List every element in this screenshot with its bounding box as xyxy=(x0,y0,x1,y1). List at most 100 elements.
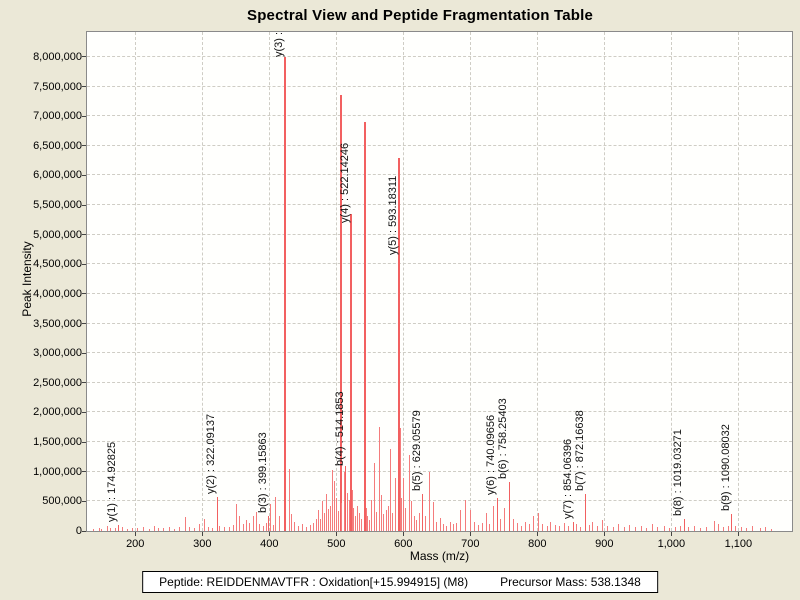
h-gridline xyxy=(87,381,792,383)
h-gridline xyxy=(87,352,792,354)
peak xyxy=(399,428,401,531)
peak xyxy=(723,527,725,531)
y-axis-tick xyxy=(82,56,86,58)
peak xyxy=(373,462,375,531)
chart-title: Spectral View and Peptide Fragmentation … xyxy=(246,7,594,24)
h-gridline xyxy=(87,115,792,117)
h-gridline xyxy=(87,263,792,265)
y-axis-tick xyxy=(82,500,86,502)
peak xyxy=(315,519,317,531)
h-gridline xyxy=(87,55,792,57)
peak xyxy=(334,481,336,531)
peak xyxy=(324,513,326,531)
y-axis-tick-label: 8,000,000 xyxy=(33,50,82,63)
peak xyxy=(740,526,742,531)
y-axis-tick xyxy=(82,382,86,384)
peak-annotation: y(4) : 522.14246 xyxy=(339,142,352,223)
y-axis-tick xyxy=(82,323,86,325)
y-axis-tick xyxy=(82,441,86,443)
peak xyxy=(371,499,373,531)
peak xyxy=(617,523,619,531)
peak xyxy=(313,522,314,531)
peak xyxy=(432,501,434,531)
peak xyxy=(705,526,707,531)
annotated-peak xyxy=(573,521,575,531)
annotated-peak xyxy=(683,519,685,531)
x-axis-tick xyxy=(737,532,739,536)
peak-annotation: b(7) : 872.16638 xyxy=(573,410,586,492)
peak xyxy=(652,524,654,531)
peak xyxy=(629,525,631,531)
annotated-peak xyxy=(508,481,510,531)
peak xyxy=(353,508,355,531)
y-axis-tick xyxy=(82,263,86,265)
peak xyxy=(489,523,491,531)
h-gridline xyxy=(87,322,792,324)
annotated-peak xyxy=(422,494,424,531)
h-gridline xyxy=(87,204,792,206)
peak-annotation: b(8) : 1019.03271 xyxy=(672,429,685,517)
peak xyxy=(275,497,277,531)
v-gridline xyxy=(403,32,405,531)
y-axis-tick-label: 0 xyxy=(75,525,82,537)
y-axis-tick xyxy=(82,174,86,176)
peak xyxy=(106,525,108,531)
peak xyxy=(693,525,695,531)
peak xyxy=(318,510,320,531)
peak xyxy=(516,523,518,531)
peak xyxy=(355,515,357,531)
y-axis-tick xyxy=(82,145,86,147)
peak xyxy=(239,516,241,531)
h-gridline xyxy=(87,441,792,443)
peak xyxy=(272,525,274,531)
peak xyxy=(713,520,715,531)
v-gridline xyxy=(202,32,204,531)
peak xyxy=(405,508,407,531)
x-axis-tick-label: 500 xyxy=(327,538,346,550)
peak xyxy=(601,520,603,531)
peak xyxy=(249,523,251,531)
peak xyxy=(612,527,614,531)
peak xyxy=(337,511,339,531)
peak xyxy=(348,499,350,531)
y-axis-tick-label: 6,500,000 xyxy=(33,139,82,152)
peak xyxy=(93,528,95,531)
peak xyxy=(760,528,761,531)
annotated-peak xyxy=(496,498,498,531)
peptide-info: Peptide: REIDDENMAVTFR : Oxidation[+15.9… xyxy=(159,575,469,589)
peak xyxy=(365,508,367,531)
peak-annotation: y(2) : 322.09137 xyxy=(205,414,218,495)
peak xyxy=(469,510,471,531)
y-axis-title: Peak Intensity xyxy=(20,241,34,317)
peak xyxy=(347,493,349,531)
peak xyxy=(359,513,361,531)
peak xyxy=(512,519,514,531)
y-axis-tick xyxy=(82,352,86,354)
peak xyxy=(558,526,560,531)
v-gridline xyxy=(336,32,338,531)
peak xyxy=(439,517,441,531)
peak xyxy=(219,525,221,531)
annotated-peak xyxy=(397,157,400,531)
peak xyxy=(485,513,487,531)
y-axis-tick-label: 500,000 xyxy=(42,495,82,508)
x-axis-tick-label: 200 xyxy=(126,538,145,550)
y-axis-tick xyxy=(82,115,86,117)
peak xyxy=(388,506,390,531)
peak xyxy=(640,525,642,531)
y-axis-tick-label: 1,000,000 xyxy=(33,465,82,478)
peak xyxy=(473,521,475,531)
x-axis-tick-label: 900 xyxy=(595,538,614,550)
peak xyxy=(357,506,359,531)
peak-annotation: b(4) : 514.1853 xyxy=(333,391,346,467)
v-gridline xyxy=(537,32,539,531)
plot-area[interactable]: y(1) : 174.92825 y(2) : 322.09137 b(3) : 3… xyxy=(86,31,793,532)
peak xyxy=(343,471,345,531)
peak xyxy=(127,528,129,531)
peak xyxy=(718,523,720,531)
y-axis-tick xyxy=(82,293,86,295)
peak xyxy=(554,525,556,531)
x-axis-tick xyxy=(469,532,471,536)
peak xyxy=(429,471,431,531)
